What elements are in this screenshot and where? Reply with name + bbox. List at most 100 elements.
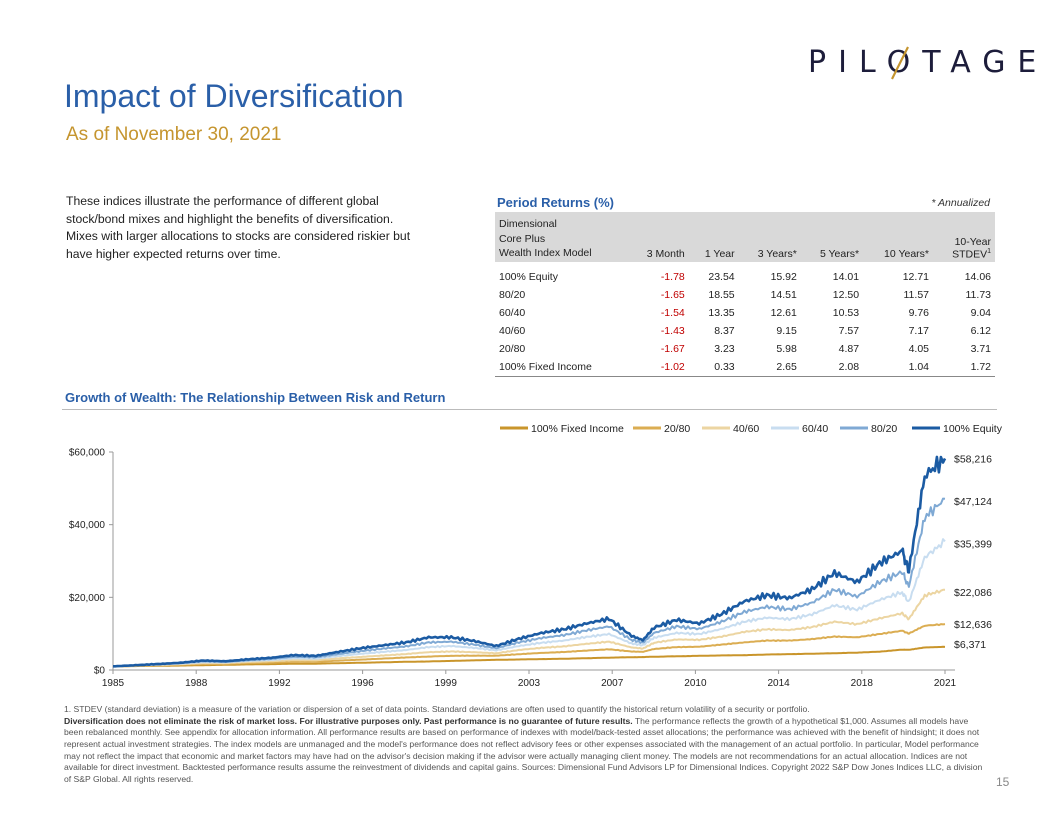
footnote: 1. STDEV (standard deviation) is a measu… (64, 704, 984, 786)
legend-label-3: 60/40 (802, 423, 828, 435)
end-value-label-1: $12,636 (954, 619, 992, 631)
footnote-stdev: 1. STDEV (standard deviation) is a measu… (64, 704, 810, 714)
x-tick-label: 1992 (268, 678, 291, 689)
footnote-disclosure: Diversification does not eliminate the r… (64, 716, 984, 786)
cell-m3: -1.78 (660, 271, 685, 283)
cell-m3: -1.02 (628, 358, 689, 377)
end-value-label-5: $58,216 (954, 453, 992, 465)
stdev-footnote-mark: 1 (987, 247, 991, 255)
growth-of-wealth-chart: $0 $20,000 $40,000 $60,000 1985 1988 1992 1996 1… (69, 423, 1003, 689)
cell-y10: 4.05 (908, 343, 929, 355)
series-line-3 (112, 538, 946, 668)
growth-chart-title: Growth of Wealth: The Relationship Betwe… (65, 390, 446, 405)
table-row: 80/20 -1.65 18.55 14.51 12.50 11.57 11.73 (495, 286, 995, 304)
cell-y10: 12.71 (902, 271, 929, 283)
pilotage-logo: PILOTAGE (808, 42, 1048, 82)
cell-y1: 23.54 (708, 271, 735, 283)
x-tick-label: 2003 (518, 678, 541, 689)
y-tick-label: $20,000 (69, 593, 106, 604)
x-tick-label: 1999 (435, 678, 458, 689)
x-tick-label: 2014 (767, 678, 790, 689)
series-line-0 (112, 645, 946, 668)
x-tick-label: 1985 (102, 678, 125, 689)
cell-y3: 2.65 (738, 358, 801, 377)
cell-m3: -1.65 (660, 289, 685, 301)
legend-label-5: 100% Equity (943, 423, 1003, 435)
col-header-model-line1: Dimensional (499, 218, 557, 231)
period-returns-title: Period Returns (%) (497, 195, 615, 210)
cell-y1: 3.23 (714, 343, 735, 355)
cell-sd: 6.12 (970, 325, 991, 337)
table-body: 100% Equity -1.78 23.54 15.92 14.01 12.71 14.0… (495, 262, 995, 377)
end-value-label-0: $6,371 (954, 639, 986, 651)
x-tick-label: 1988 (185, 678, 208, 689)
cell-sd: 14.06 (964, 271, 991, 283)
y-tick-label: $40,000 (69, 520, 106, 531)
cell-y3: 15.92 (770, 271, 797, 283)
cell-y5: 2.08 (800, 358, 864, 377)
cell-y10: 9.76 (908, 307, 929, 319)
col-header-stdev-line2: STDEV (952, 248, 988, 260)
legend-label-1: 20/80 (664, 423, 690, 435)
footnote-bold: Diversification does not eliminate the r… (64, 715, 633, 726)
cell-y3: 5.98 (776, 343, 797, 355)
table-row: 40/60 -1.43 8.37 9.15 7.57 7.17 6.12 (495, 322, 995, 340)
cell-y1: 0.33 (688, 358, 739, 377)
cell-y10: 7.17 (908, 325, 929, 337)
series-line-2 (112, 588, 945, 668)
cell-sd: 11.73 (965, 289, 992, 301)
cell-model: 100% Equity (499, 271, 558, 283)
legend-label-4: 80/20 (871, 423, 897, 435)
table-row: 60/40 -1.54 13.35 12.61 10.53 9.76 9.04 (495, 304, 995, 322)
cell-y10: 1.04 (863, 358, 933, 377)
legend-label-0: 100% Fixed Income (531, 423, 624, 435)
cell-model: 20/80 (499, 343, 526, 355)
cell-model: 60/40 (499, 307, 526, 319)
cell-y10: 11.57 (903, 289, 930, 301)
cell-model: 40/60 (499, 325, 526, 337)
cell-y3: 9.15 (776, 325, 797, 337)
page-subtitle: As of November 30, 2021 (66, 124, 282, 145)
col-header-10years: 10 Years* (863, 212, 933, 262)
end-value-label-4: $47,124 (954, 496, 992, 508)
col-header-model: Dimensional Core Plus Wealth Index Model (495, 212, 629, 262)
col-header-5years: 5 Years* (800, 212, 864, 262)
cell-m3: -1.67 (660, 343, 685, 355)
col-header-model-line2: Core Plus (499, 232, 546, 245)
col-header-model-line3: Wealth Index Model (499, 246, 592, 259)
cell-y5: 10.53 (832, 307, 860, 319)
series-line-1 (113, 623, 946, 668)
cell-y1: 18.55 (708, 289, 735, 301)
annualized-note: * Annualized (931, 197, 990, 209)
series-line-5 (113, 455, 947, 668)
table-header-row: Dimensional Core Plus Wealth Index Model… (495, 212, 995, 262)
cell-y3: 12.61 (770, 307, 797, 319)
end-value-label-2: $22,086 (954, 587, 992, 599)
footnote-rest: The performance reflects the growth of a… (64, 715, 983, 785)
table-row: 100% Equity -1.78 23.54 15.92 14.01 12.71 14.0… (495, 268, 995, 286)
cell-y1: 8.37 (714, 325, 735, 337)
cell-model: 100% Fixed Income (495, 358, 629, 377)
cell-y5: 12.50 (832, 289, 860, 301)
period-returns-table: Dimensional Core Plus Wealth Index Model… (495, 212, 995, 377)
col-header-3month: 3 Month (628, 212, 689, 262)
cell-sd: 3.71 (970, 343, 991, 355)
y-tick-label: $0 (94, 666, 106, 677)
col-header-3years: 3 Years* (738, 212, 801, 262)
legend-label-2: 40/60 (733, 423, 759, 435)
cell-y5: 4.87 (838, 343, 860, 355)
cell-m3: -1.54 (660, 307, 685, 319)
cell-y1: 13.35 (708, 307, 735, 319)
x-tick-label: 1996 (351, 678, 374, 689)
section-divider (62, 409, 997, 410)
logo-compass-icon (891, 46, 909, 80)
end-value-label-3: $35,399 (954, 538, 992, 550)
x-tick-label: 2010 (684, 678, 707, 689)
page-title: Impact of Diversification (64, 78, 404, 114)
cell-sd: 9.04 (970, 307, 991, 319)
x-tick-label: 2007 (601, 678, 624, 689)
cell-y3: 14.51 (770, 289, 797, 301)
page-number: 15 (996, 775, 1010, 789)
cell-sd: 1.72 (933, 358, 995, 377)
y-tick-label: $60,000 (69, 448, 106, 459)
